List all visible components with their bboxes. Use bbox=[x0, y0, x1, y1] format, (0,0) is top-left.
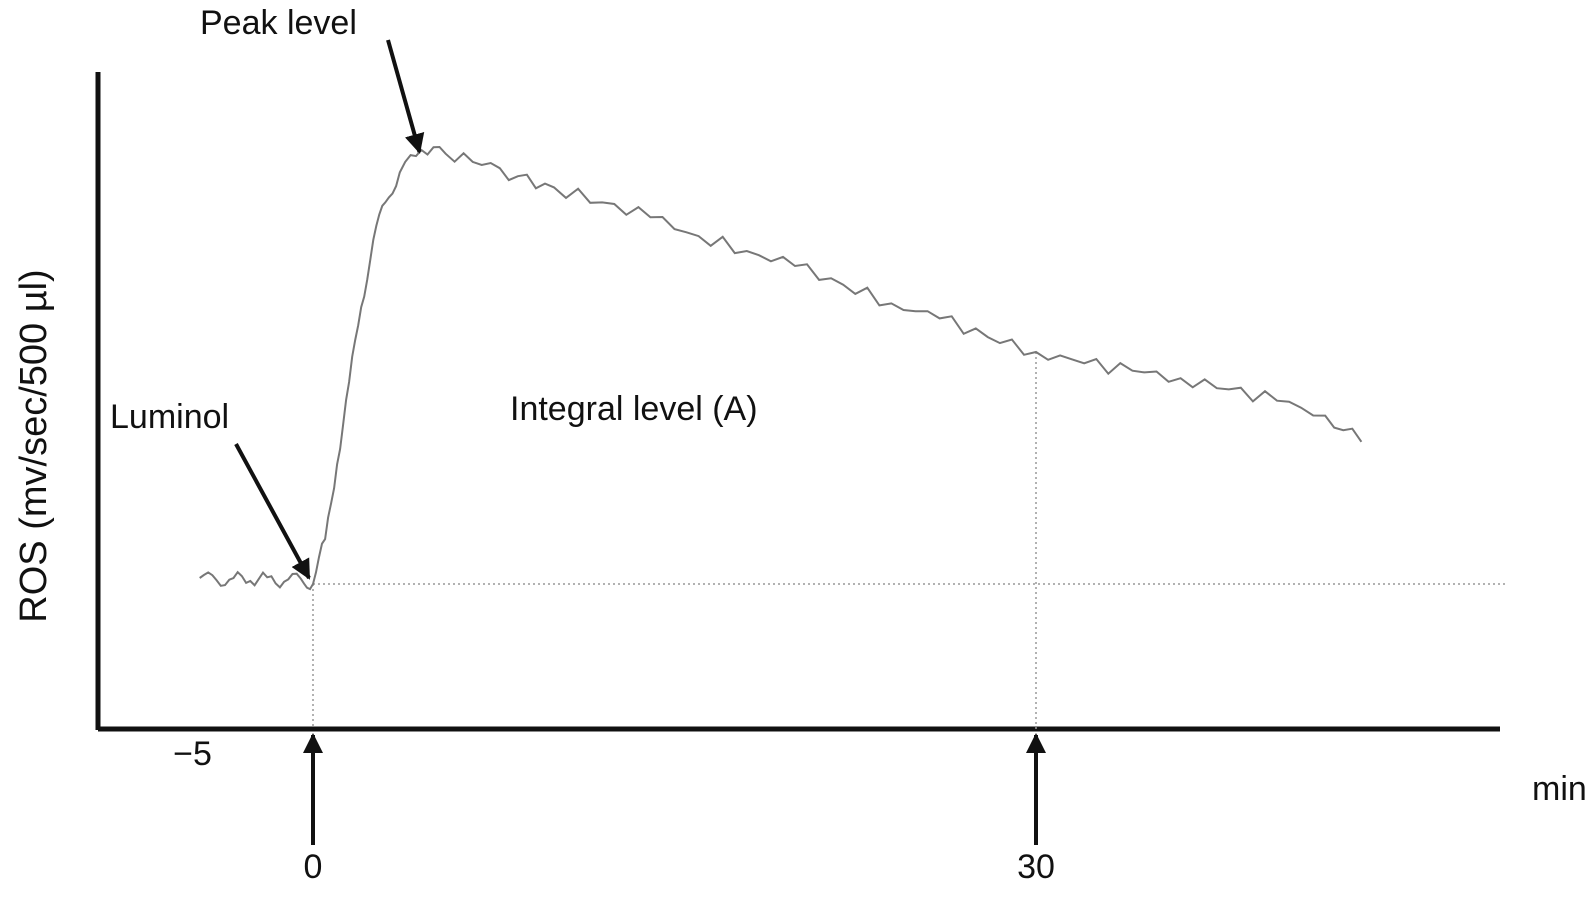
x-axis-label: min bbox=[1532, 770, 1587, 808]
luminol-arrow bbox=[234, 443, 311, 580]
y-axis-label: ROS (mv/sec/500 µl) bbox=[13, 269, 55, 622]
luminol-annotation: Luminol bbox=[110, 398, 229, 436]
peak-level-arrow bbox=[386, 39, 425, 154]
x-tick-label: 30 bbox=[1017, 848, 1055, 886]
x-tick-label: 0 bbox=[304, 848, 323, 886]
ros-series-line bbox=[199, 145, 1363, 591]
integral-level-annotation: Integral level (A) bbox=[510, 390, 758, 428]
peak-level-annotation: Peak level bbox=[200, 4, 357, 42]
x-tick-label: −5 bbox=[173, 735, 212, 773]
